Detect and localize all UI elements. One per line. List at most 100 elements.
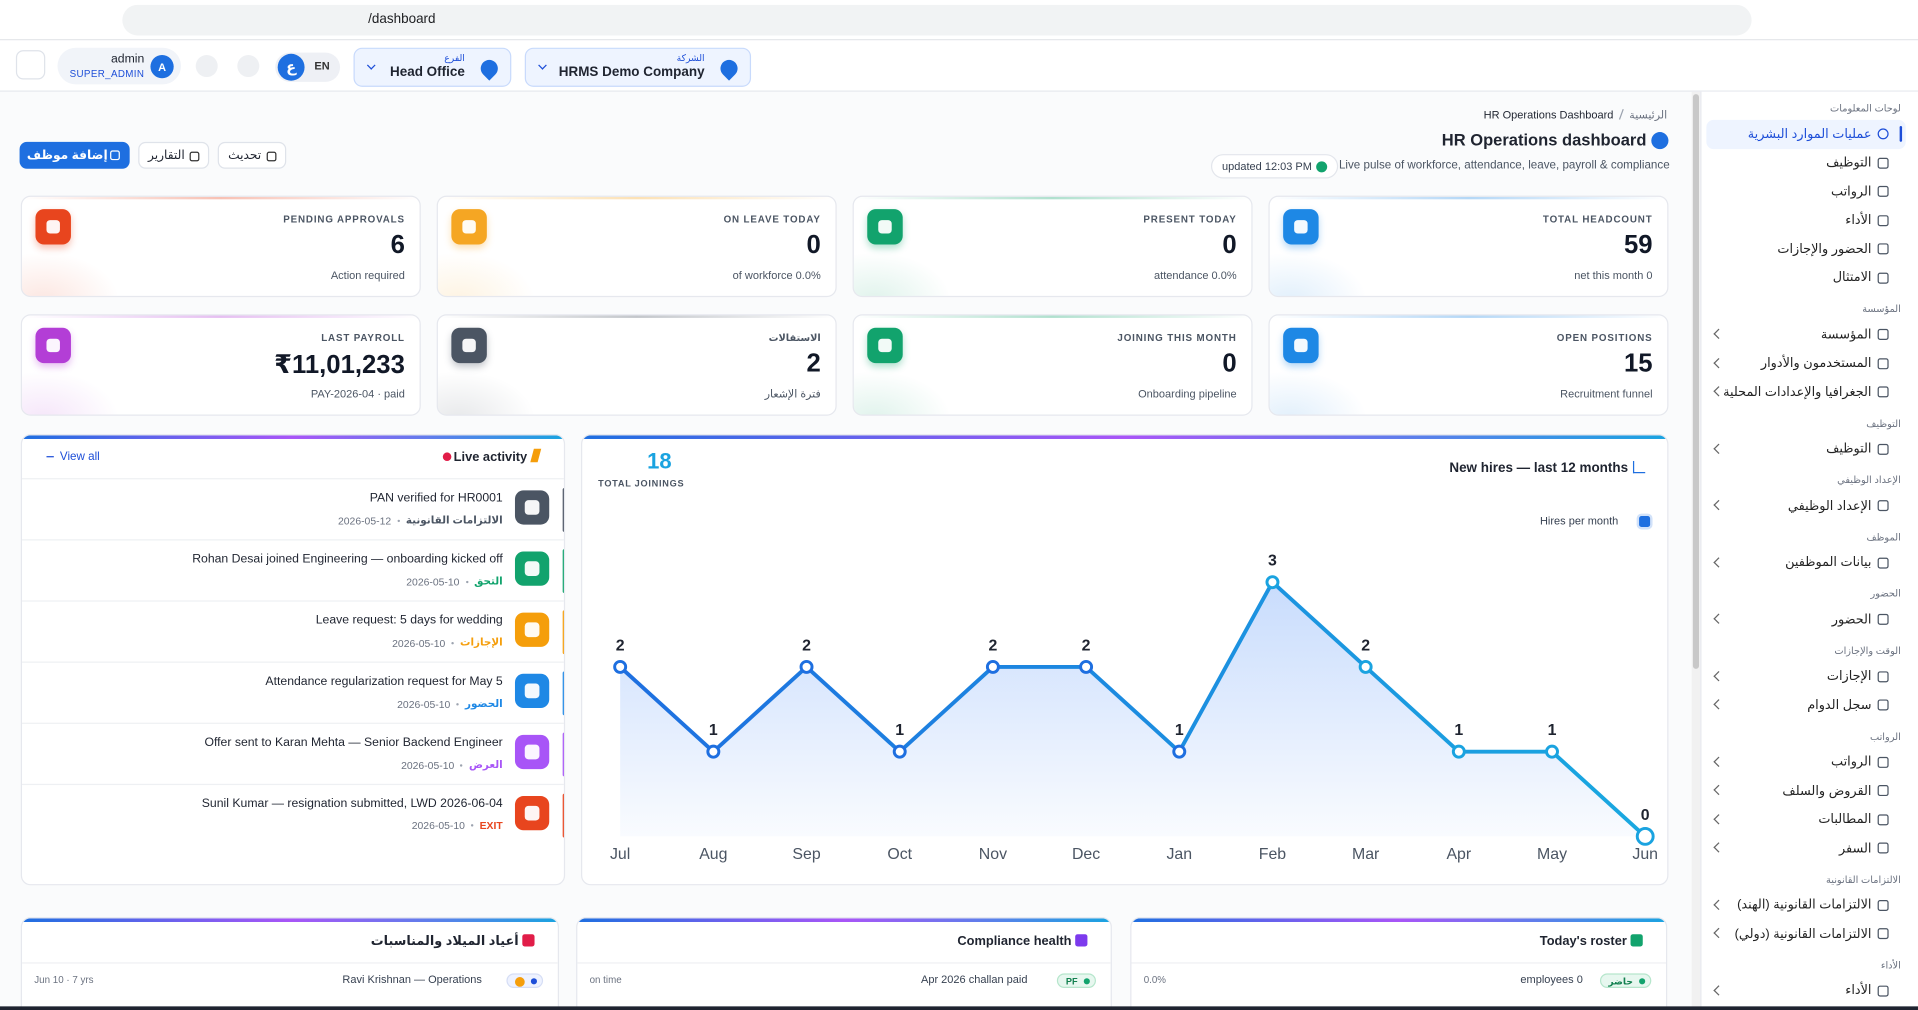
sidebar-bg <box>1700 91 1918 1010</box>
activity-row[interactable]: Leave request: 5 days for wedding الإجازا… <box>22 600 564 661</box>
expand-chevron[interactable] <box>1713 927 1724 939</box>
sidebar-item[interactable]: التوظيف <box>1706 149 1905 178</box>
logout-button[interactable] <box>15 50 46 80</box>
activity-row[interactable]: Offer sent to Karan Mehta — Senior Backe… <box>22 722 564 784</box>
data-label: 2 <box>616 637 625 654</box>
sidebar-section: لوحات المعلومات <box>1830 102 1901 114</box>
sidebar-item[interactable]: سجل الدوام <box>1706 691 1905 720</box>
action-button[interactable]: التقارير <box>138 141 210 169</box>
expand-chevron[interactable] <box>1713 756 1724 767</box>
sidebar-item[interactable]: الإعداد الوظيفي <box>1706 492 1905 521</box>
data-label: 1 <box>1175 722 1184 739</box>
sidebar-item[interactable]: الالتزامات القانونية (دولي) <box>1706 920 1905 949</box>
user-chip[interactable]: admin SUPER_ADMIN A <box>57 47 182 85</box>
sidebar-item[interactable]: المطالبات <box>1706 805 1905 834</box>
sidebar-item-label: التوظيف <box>1826 441 1872 457</box>
status-chip <box>506 973 544 989</box>
expand-chevron[interactable] <box>1713 556 1724 568</box>
sidebar-item[interactable]: الالتزامات القانونية (الهند) <box>1706 891 1905 920</box>
sidebar-item[interactable]: السفر <box>1706 834 1905 863</box>
branch-selector[interactable]: الفرع Head Office <box>353 47 512 87</box>
kpi-card[interactable]: PRESENT TODAY 0 attendance 0.0% <box>852 195 1253 298</box>
sidebar-item[interactable]: الامتثال <box>1706 264 1905 293</box>
company-chevron <box>538 61 547 70</box>
sidebar-item[interactable]: الأداء <box>1706 976 1905 1005</box>
kpi-card[interactable]: الاستقالات 2 فترة الإشعار <box>436 314 837 416</box>
expand-chevron[interactable] <box>1713 499 1724 511</box>
sidebar-icon <box>1877 699 1889 711</box>
expand-chevron[interactable] <box>1713 784 1724 796</box>
sidebar-section: الالتزامات القانونية <box>1826 873 1901 885</box>
expand-chevron[interactable] <box>1713 613 1724 624</box>
sidebar-item[interactable]: التوظيف <box>1706 435 1905 464</box>
expand-chevron[interactable] <box>1713 357 1724 368</box>
sidebar-item[interactable]: الجغرافيا والإعدادات المحلية <box>1706 378 1905 407</box>
sidebar-item-label: سجل الدوام <box>1807 697 1872 713</box>
sidebar-item[interactable]: عمليات الموارد البشرية <box>1706 119 1906 149</box>
address-bar[interactable]: /dashboard <box>122 4 1752 36</box>
kpi-card[interactable]: OPEN POSITIONS 15 Recruitment funnel <box>1268 314 1669 416</box>
bolt-icon <box>530 448 542 463</box>
activity-row[interactable]: Sunil Kumar — resignation submitted, LWD… <box>22 783 564 845</box>
kpi-card[interactable]: PENDING APPROVALS 6 Action required <box>20 195 421 298</box>
activity-row[interactable]: PAN verified for HR0001 الالتزامات القانو… <box>22 478 564 539</box>
expand-chevron[interactable] <box>1713 328 1724 340</box>
taskbar-edge <box>0 1006 1918 1010</box>
kpi-card[interactable]: ON LEAVE TODAY 0 of workforce 0.0% <box>436 195 837 298</box>
kpi-accent <box>853 315 1252 318</box>
action-button[interactable]: تحديث <box>217 141 287 169</box>
sidebar-item[interactable]: المستخدمون والأدوار <box>1706 349 1905 378</box>
x-tick-label: Dec <box>1072 846 1100 863</box>
kpi-accent <box>1269 196 1668 200</box>
view-all-link[interactable]: View all <box>46 450 100 463</box>
meta-dot <box>397 519 400 522</box>
expand-chevron[interactable] <box>1713 699 1724 710</box>
kpi-note: attendance 0.0% <box>1154 269 1237 282</box>
expand-chevron[interactable] <box>1713 984 1724 996</box>
sidebar-item[interactable]: المؤسسة <box>1706 320 1905 349</box>
sidebar-item[interactable]: القروض والسلف <box>1706 776 1905 805</box>
kpi-value: 59 <box>1623 231 1653 260</box>
sidebar-icon <box>1877 613 1889 625</box>
expand-chevron[interactable] <box>1713 813 1724 824</box>
activity-icon <box>514 734 550 770</box>
point <box>1172 744 1187 759</box>
point <box>1265 575 1280 590</box>
sidebar-item[interactable]: بيانات الموظفين <box>1706 548 1905 577</box>
data-label: 1 <box>895 722 904 739</box>
kpi-label: LAST PAYROLL <box>321 332 405 344</box>
sidebar-item[interactable]: الرواتب <box>1706 177 1905 206</box>
meta-dot <box>471 824 474 827</box>
sidebar-icon <box>1877 899 1889 911</box>
kpi-card[interactable]: JOINING THIS MONTH 0 Onboarding pipeline <box>852 314 1253 416</box>
language-toggle[interactable]: ع EN <box>275 52 341 82</box>
help-button[interactable] <box>195 55 218 78</box>
scroll-thumb[interactable] <box>1692 94 1700 669</box>
kpi-card[interactable]: LAST PAYROLL ₹11,01,233 PAY-2026-04 · paid <box>20 314 421 416</box>
expand-chevron[interactable] <box>1713 842 1724 853</box>
sidebar-item[interactable]: الأداء <box>1706 206 1905 235</box>
kpi-value: ₹11,01,233 <box>274 350 405 380</box>
expand-chevron[interactable] <box>1713 899 1724 910</box>
expand-chevron[interactable] <box>1713 442 1724 454</box>
activity-row[interactable]: Rohan Desai joined Engineering — onboard… <box>22 539 564 600</box>
company-selector[interactable]: الشركة HRMS Demo Company <box>524 47 752 87</box>
kpi-card[interactable]: TOTAL HEADCOUNT 59 net this month 0 <box>1268 195 1669 298</box>
breadcrumb-item[interactable]: الرئيسية <box>1629 108 1668 122</box>
sidebar-item[interactable]: الإجازات <box>1706 662 1905 691</box>
expand-chevron[interactable] <box>1713 670 1724 681</box>
kpi-accent <box>437 315 836 318</box>
action-button[interactable]: إضافة موظف <box>19 141 130 169</box>
sidebar-icon <box>1877 928 1889 940</box>
activity-date: 2026-05-12 <box>337 514 392 527</box>
activity-row[interactable]: Attendance regularization request for Ma… <box>22 661 564 723</box>
updated-text: updated 12:03 PM <box>1221 160 1312 173</box>
x-tick-label: Jul <box>610 846 630 863</box>
notifications-button[interactable] <box>237 55 260 78</box>
sidebar-item[interactable]: الحضور <box>1706 605 1905 634</box>
activity-meta: العرض 2026-05-10 <box>401 758 503 771</box>
sidebar-item[interactable]: الحضور والإجازات <box>1706 235 1905 264</box>
kpi-value: 0 <box>1222 349 1237 378</box>
card-icon <box>1075 934 1088 947</box>
sidebar-item[interactable]: الرواتب <box>1706 748 1905 777</box>
